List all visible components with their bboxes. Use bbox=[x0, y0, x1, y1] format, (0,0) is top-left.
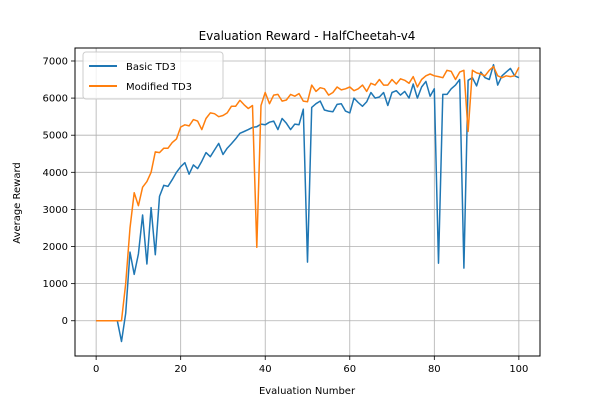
plot-area bbox=[74, 47, 541, 357]
x-tick-label: 20 bbox=[174, 364, 187, 375]
x-tick-label: 60 bbox=[343, 364, 356, 375]
y-tick-label: 7000 bbox=[43, 56, 68, 67]
y-tick-label: 3000 bbox=[43, 205, 68, 216]
chart-title: Evaluation Reward - HalfCheetah-v4 bbox=[199, 29, 416, 43]
x-axis-label: Evaluation Number bbox=[259, 386, 356, 397]
y-tick-label: 1000 bbox=[43, 279, 68, 290]
series-line-modified-td3 bbox=[96, 65, 520, 322]
legend-label-modified-td3: Modified TD3 bbox=[126, 82, 192, 93]
x-tick-label: 0 bbox=[93, 364, 99, 375]
series-lines bbox=[96, 63, 520, 343]
series-line-basic-td3 bbox=[96, 63, 520, 343]
y-tick-label: 5000 bbox=[43, 131, 68, 142]
y-axis-label: Average Reward bbox=[12, 162, 23, 243]
y-tick-label: 2000 bbox=[43, 242, 68, 253]
grid-lines bbox=[75, 48, 540, 356]
legend-label-basic-td3: Basic TD3 bbox=[126, 62, 176, 73]
y-tick-label: 6000 bbox=[43, 94, 68, 105]
x-tick-label: 100 bbox=[509, 364, 528, 375]
axis-ticks: 0 20 40 60 80 1000100020003000400050006000700… bbox=[43, 56, 529, 375]
x-tick-label: 80 bbox=[428, 364, 441, 375]
legend: Basic TD3 Modified TD3 bbox=[82, 51, 224, 100]
y-tick-label: 4000 bbox=[43, 168, 68, 179]
x-tick-label: 40 bbox=[259, 364, 272, 375]
legend-box bbox=[82, 51, 224, 100]
y-tick-label: 0 bbox=[62, 316, 68, 327]
